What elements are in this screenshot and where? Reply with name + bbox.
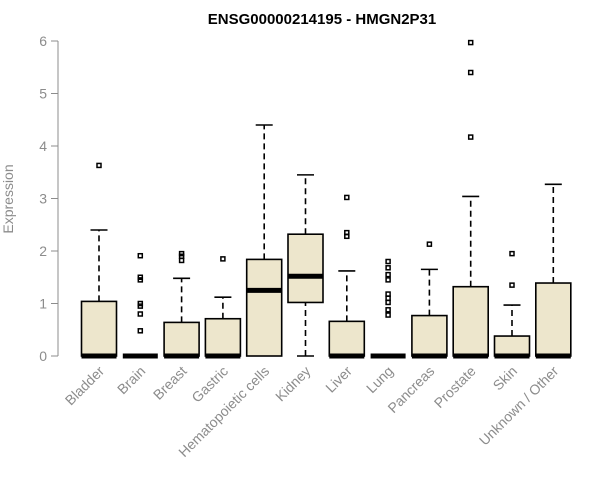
- outlier-point: [509, 282, 515, 288]
- outlier-point: [385, 265, 391, 271]
- y-tick-label: 0: [39, 348, 47, 364]
- y-tick-label: 2: [39, 243, 47, 259]
- iqr-box: [328, 320, 366, 357]
- outlier-point: [137, 252, 144, 259]
- outlier-point: [385, 299, 391, 306]
- outlier-point: [385, 277, 391, 283]
- box-unknown-other: [534, 183, 572, 359]
- outlier-point: [385, 295, 391, 301]
- box-skin: [493, 250, 531, 359]
- outlier-point: [178, 250, 185, 257]
- outlier-point: [137, 274, 144, 280]
- outlier-point: [344, 229, 350, 236]
- box-hematopoietic-cells: [245, 124, 283, 357]
- box-lung: [370, 258, 406, 359]
- outlier-point: [385, 312, 391, 318]
- x-tick-label: Breast: [150, 363, 190, 403]
- box-prostate: [452, 39, 490, 359]
- outlier-point: [137, 300, 144, 307]
- y-tick-label: 6: [39, 33, 47, 49]
- x-tick-label: Liver: [322, 363, 355, 396]
- outlier-point: [344, 194, 350, 201]
- y-tick-label: 1: [39, 296, 47, 312]
- iqr-box: [452, 285, 490, 357]
- x-tick-label: Brain: [114, 363, 148, 397]
- outlier-point: [385, 258, 391, 265]
- outlier-point: [509, 250, 515, 257]
- y-tick-label: 4: [39, 138, 47, 154]
- box-breast: [163, 250, 200, 359]
- iqr-box: [534, 282, 572, 357]
- outlier-point: [96, 162, 102, 169]
- y-axis: 0 1 2 3 4 5 6: [39, 33, 59, 364]
- iqr-box: [80, 300, 118, 357]
- chart-title: ENSG00000214195 - HMGN2P31: [208, 11, 436, 28]
- x-tick-label: Lung: [363, 363, 396, 396]
- outlier-point: [385, 271, 391, 278]
- y-tick-label: 5: [39, 86, 47, 102]
- iqr-box: [411, 314, 448, 357]
- outlier-point: [137, 311, 144, 317]
- x-tick-label: Skin: [490, 363, 521, 394]
- outlier-point: [385, 291, 391, 297]
- outlier-point: [467, 134, 474, 140]
- boxes: [80, 39, 572, 359]
- outlier-point: [137, 328, 144, 334]
- box-brain: [122, 252, 158, 359]
- outlier-point: [467, 69, 474, 76]
- outlier-point: [178, 257, 185, 264]
- outlier-point: [426, 241, 433, 247]
- outlier-point: [220, 256, 226, 262]
- y-tick-label: 3: [39, 191, 47, 207]
- iqr-box: [493, 335, 531, 357]
- x-tick-label: Prostate: [431, 363, 479, 411]
- iqr-box: [163, 321, 200, 357]
- box-liver: [328, 194, 366, 359]
- box-gastric: [204, 256, 242, 359]
- iqr-box: [287, 233, 324, 304]
- box-kidney: [287, 174, 324, 357]
- outlier-point: [385, 307, 391, 313]
- y-axis-label: Expression: [0, 164, 16, 233]
- iqr-box: [204, 317, 242, 357]
- outlier-point: [467, 39, 474, 46]
- iqr-box: [245, 258, 283, 357]
- x-tick-label: Bladder: [62, 363, 108, 409]
- x-tick-label: Kidney: [272, 363, 314, 405]
- box-pancreas: [411, 241, 448, 359]
- box-bladder: [80, 162, 118, 359]
